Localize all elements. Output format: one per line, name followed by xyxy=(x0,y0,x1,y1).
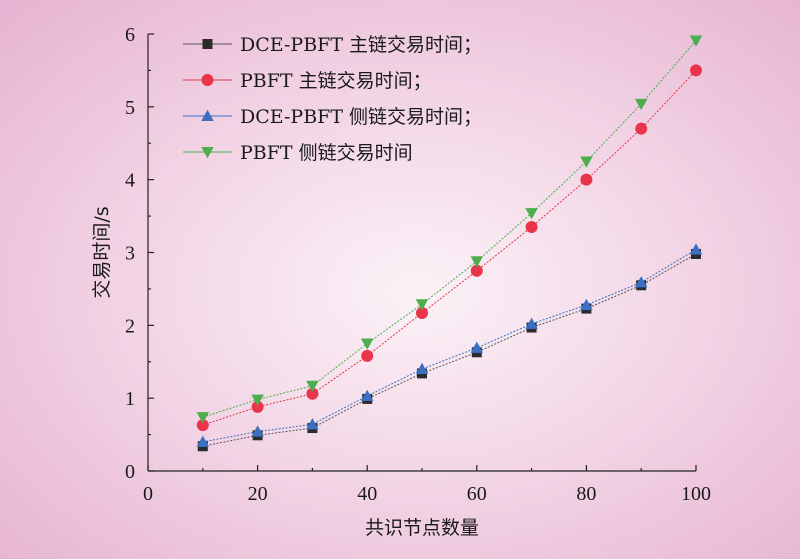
series-4 xyxy=(196,35,703,424)
data-point xyxy=(196,419,209,432)
legend: DCE-PBFT 主链交易时间； PBFT 主链交易时间； DCE-PBFT 侧链交… xyxy=(183,34,482,164)
data-point xyxy=(689,35,703,47)
data-point xyxy=(525,317,538,329)
data-point xyxy=(634,276,648,288)
data-point xyxy=(635,122,648,135)
legend-label: DCE-PBFT 主链交易时间； xyxy=(240,34,482,56)
y-tick-label: 3 xyxy=(125,243,135,265)
data-point xyxy=(580,298,593,310)
data-point xyxy=(525,221,538,234)
x-tick-label: 40 xyxy=(357,483,377,505)
y-tick-label: 6 xyxy=(125,24,135,46)
data-point xyxy=(689,243,703,255)
data-point xyxy=(196,435,210,447)
series-3 xyxy=(196,243,703,447)
data-point xyxy=(360,389,374,401)
ticks: 0 20 40 60 80 100 0 1 2 3 4 5 6 xyxy=(125,24,711,505)
legend-item: PBFT 主链交易时间； xyxy=(183,70,432,92)
series-line xyxy=(202,249,697,443)
data-point xyxy=(634,98,648,111)
legend-marker xyxy=(201,74,214,86)
x-tick-label: 0 xyxy=(143,483,153,505)
data-point xyxy=(470,264,483,277)
legend-marker xyxy=(201,109,214,121)
data-point xyxy=(196,412,210,424)
data-point xyxy=(251,394,264,406)
series-line xyxy=(202,40,697,418)
legend-item: DCE-PBFT 主链交易时间； xyxy=(183,34,482,56)
legend-item: PBFT 侧链交易时间 xyxy=(183,142,413,164)
series-line xyxy=(202,70,697,426)
legend-item: DCE-PBFT 侧链交易时间； xyxy=(183,106,482,128)
data-point xyxy=(470,256,484,268)
data-point xyxy=(361,349,374,362)
x-tick-label: 60 xyxy=(467,483,487,505)
data-point xyxy=(306,418,319,430)
y-tick-label: 1 xyxy=(125,388,135,410)
y-tick-label: 5 xyxy=(125,97,135,119)
y-tick-label: 2 xyxy=(125,315,135,337)
series-line xyxy=(202,253,697,447)
data-point xyxy=(306,380,319,393)
y-tick-label: 4 xyxy=(125,170,135,192)
x-tick-label: 80 xyxy=(576,483,596,505)
data-point xyxy=(580,156,593,168)
series-1 xyxy=(197,248,701,452)
legend-label: PBFT 侧链交易时间 xyxy=(240,142,413,164)
x-tick-label: 100 xyxy=(681,483,711,505)
y-axis-title: 交易时间/s xyxy=(91,206,113,298)
legend-marker xyxy=(201,147,214,159)
y-tick-label: 0 xyxy=(125,461,135,483)
data-point xyxy=(690,64,702,77)
legend-marker xyxy=(202,39,213,49)
data-point xyxy=(416,306,428,319)
x-tick-label: 20 xyxy=(248,483,268,505)
series-2 xyxy=(196,64,702,432)
series-group xyxy=(196,35,703,452)
axes xyxy=(147,34,696,472)
legend-label: DCE-PBFT 侧链交易时间； xyxy=(240,106,482,128)
legend-label: PBFT 主链交易时间； xyxy=(240,70,432,92)
data-point xyxy=(415,362,429,375)
x-axis-title: 共识节点数量 xyxy=(365,517,479,539)
data-point xyxy=(525,208,538,220)
data-point xyxy=(251,400,264,413)
data-point xyxy=(360,338,374,350)
data-point xyxy=(251,425,264,437)
data-point xyxy=(580,173,593,186)
data-point xyxy=(415,299,429,311)
data-point xyxy=(306,387,319,400)
data-point xyxy=(470,341,484,353)
